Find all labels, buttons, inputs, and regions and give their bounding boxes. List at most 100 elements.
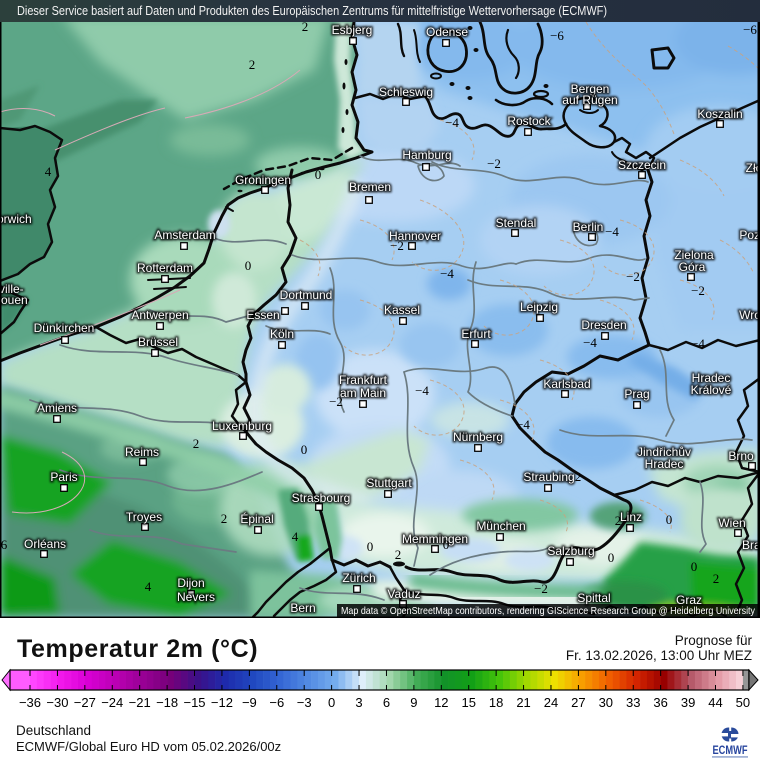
- svg-text:Dieser Service basiert auf Dat: Dieser Service basiert auf Daten und Pro…: [17, 4, 607, 18]
- svg-text:Straubing: Straubing: [523, 470, 574, 484]
- svg-text:Essen: Essen: [246, 308, 279, 322]
- svg-text:Köln: Köln: [270, 327, 294, 341]
- svg-text:2: 2: [302, 19, 309, 34]
- svg-text:Jindřichův: Jindřichův: [637, 445, 691, 459]
- svg-text:ECMWF/Global Euro HD vom 05.0: ECMWF/Global Euro HD vom 05.02.2026/00z: [16, 739, 281, 754]
- svg-text:Nürnberg: Nürnberg: [453, 430, 503, 444]
- svg-text:Reims: Reims: [125, 445, 159, 459]
- svg-text:2: 2: [193, 436, 200, 451]
- svg-text:−4: −4: [445, 115, 459, 130]
- svg-text:Köln: Köln: [270, 327, 294, 341]
- svg-text:Erfurt: Erfurt: [461, 327, 491, 341]
- svg-text:30: 30: [599, 695, 613, 710]
- svg-text:−30: −30: [46, 695, 68, 710]
- svg-text:Amsterdam: Amsterdam: [154, 228, 215, 242]
- svg-text:ECMWF: ECMWF: [713, 743, 748, 757]
- svg-text:0: 0: [691, 559, 698, 574]
- svg-text:2: 2: [713, 571, 720, 586]
- svg-text:Hannover: Hannover: [389, 229, 441, 243]
- svg-text:Dortmund: Dortmund: [280, 288, 333, 302]
- svg-text:Linz: Linz: [620, 510, 642, 524]
- svg-text:Frankfurt: Frankfurt: [339, 373, 388, 387]
- svg-text:Nevers: Nevers: [177, 590, 215, 604]
- svg-text:Wroc: Wroc: [739, 308, 760, 322]
- svg-text:Linz: Linz: [620, 510, 642, 524]
- svg-text:Zło: Zło: [746, 161, 760, 175]
- svg-text:2: 2: [395, 547, 402, 562]
- svg-text:Nürnberg: Nürnberg: [453, 430, 503, 444]
- svg-text:Memmingen: Memmingen: [402, 532, 468, 546]
- svg-text:3: 3: [355, 695, 362, 710]
- svg-text:Épinal: Épinal: [240, 511, 273, 526]
- svg-text:Rostock: Rostock: [507, 114, 551, 128]
- svg-text:Zielona: Zielona: [674, 248, 714, 262]
- svg-text:21: 21: [516, 695, 530, 710]
- svg-text:Koszalin: Koszalin: [697, 107, 742, 121]
- svg-text:Luxemburg: Luxemburg: [212, 419, 272, 433]
- svg-text:Orléans: Orléans: [24, 537, 66, 551]
- svg-text:Králové: Králové: [691, 383, 732, 397]
- svg-text:Brno: Brno: [728, 449, 754, 463]
- svg-text:Rostock: Rostock: [507, 114, 551, 128]
- svg-text:Koszalin: Koszalin: [697, 107, 742, 121]
- svg-text:Góra: Góra: [679, 260, 706, 274]
- svg-text:Fr. 13.02.2026, 13:00 Uhr MEZ: Fr. 13.02.2026, 13:00 Uhr MEZ: [566, 648, 752, 663]
- svg-text:Rotterdam: Rotterdam: [137, 261, 193, 275]
- svg-text:Hradec: Hradec: [692, 371, 731, 385]
- svg-text:2: 2: [575, 469, 582, 484]
- svg-text:Berlin: Berlin: [573, 220, 604, 234]
- svg-text:−21: −21: [129, 695, 151, 710]
- svg-text:Zürich: Zürich: [342, 571, 375, 585]
- svg-text:Hradec: Hradec: [645, 457, 684, 471]
- svg-text:−2: −2: [691, 283, 705, 298]
- svg-text:München: München: [476, 519, 525, 533]
- svg-text:Zielona: Zielona: [674, 248, 714, 262]
- svg-text:−12: −12: [211, 695, 233, 710]
- svg-text:18: 18: [489, 695, 503, 710]
- svg-text:Rouen: Rouen: [0, 293, 28, 307]
- svg-text:am Main: am Main: [340, 386, 386, 400]
- svg-text:Leipzig: Leipzig: [520, 300, 558, 314]
- svg-text:Straubing: Straubing: [523, 470, 574, 484]
- svg-text:Stuttgart: Stuttgart: [366, 476, 412, 490]
- svg-text:Stuttgart: Stuttgart: [366, 476, 412, 490]
- svg-text:Graz: Graz: [676, 593, 702, 607]
- svg-text:2: 2: [615, 513, 622, 528]
- svg-text:Schleswig: Schleswig: [379, 85, 433, 99]
- svg-text:−2: −2: [487, 156, 501, 171]
- svg-text:−4: −4: [691, 336, 705, 351]
- svg-text:Hamburg: Hamburg: [402, 148, 451, 162]
- svg-text:Prag: Prag: [624, 387, 649, 401]
- svg-text:Brüssel: Brüssel: [138, 335, 178, 349]
- svg-text:Rouen: Rouen: [0, 293, 28, 307]
- svg-text:Frankfurt: Frankfurt: [339, 373, 388, 387]
- svg-text:Wien: Wien: [718, 516, 745, 530]
- svg-text:Paris: Paris: [50, 470, 77, 484]
- svg-text:−4: −4: [583, 335, 597, 350]
- svg-text:33: 33: [626, 695, 640, 710]
- svg-text:Bremen: Bremen: [349, 180, 391, 194]
- svg-text:−2: −2: [626, 269, 640, 284]
- svg-text:Zürich: Zürich: [342, 571, 375, 585]
- svg-text:Prognose für: Prognose für: [675, 633, 753, 648]
- svg-text:Groningen: Groningen: [235, 173, 291, 187]
- svg-text:Kassel: Kassel: [384, 303, 420, 317]
- svg-text:0: 0: [315, 167, 322, 182]
- svg-text:Antwerpen: Antwerpen: [131, 308, 188, 322]
- svg-text:Karlsbad: Karlsbad: [543, 377, 590, 391]
- svg-text:Dijon: Dijon: [177, 576, 204, 590]
- svg-text:−27: −27: [74, 695, 96, 710]
- svg-text:Salzburg: Salzburg: [547, 544, 594, 558]
- svg-text:−6: −6: [743, 22, 757, 37]
- svg-text:12: 12: [434, 695, 448, 710]
- svg-text:eville-: eville-: [0, 282, 24, 296]
- svg-text:Spittal: Spittal: [577, 591, 610, 605]
- svg-text:0: 0: [245, 258, 252, 273]
- svg-text:Bergen: Bergen: [571, 82, 610, 96]
- svg-text:Jindřichův: Jindřichův: [637, 445, 691, 459]
- svg-text:0: 0: [608, 550, 615, 565]
- svg-text:Brüssel: Brüssel: [138, 335, 178, 349]
- svg-text:Stendal: Stendal: [496, 216, 537, 230]
- svg-text:Brno: Brno: [728, 449, 754, 463]
- svg-text:−3: −3: [297, 695, 312, 710]
